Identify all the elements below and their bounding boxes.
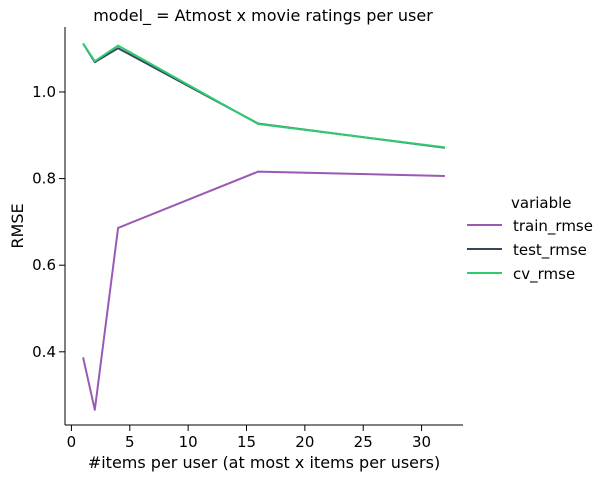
- x-tick-label: 25: [354, 433, 373, 451]
- legend-label-test_rmse: test_rmse: [513, 241, 587, 260]
- y-tick-label: 0.8: [32, 170, 56, 188]
- y-axis-ticks: 0.4 0.6 0.8 1.0: [32, 83, 65, 361]
- x-tick-label: 15: [237, 433, 256, 451]
- y-tick-label: 0.4: [32, 343, 56, 361]
- series-line-test_rmse: [82, 42, 446, 149]
- x-axis-label: #items per user (at most x items per use…: [88, 453, 440, 472]
- x-tick-label: 20: [295, 433, 314, 451]
- legend: variable train_rmse test_rmse cv_rmse: [467, 194, 593, 284]
- series-line-train_rmse: [82, 170, 445, 411]
- chart-title: model_ = Atmost x movie ratings per user: [93, 6, 433, 26]
- plot-lines: [82, 42, 446, 411]
- y-tick-label: 1.0: [32, 83, 56, 101]
- legend-label-cv_rmse: cv_rmse: [513, 265, 575, 284]
- x-tick-label: 30: [412, 433, 431, 451]
- legend-title: variable: [511, 194, 572, 212]
- x-tick-label: 10: [179, 433, 198, 451]
- series-line-cv_rmse: [82, 42, 446, 149]
- x-tick-label: 5: [125, 433, 135, 451]
- legend-label-train_rmse: train_rmse: [513, 217, 593, 236]
- y-axis-label: RMSE: [8, 203, 27, 248]
- x-tick-label: 0: [67, 433, 77, 451]
- y-tick-label: 0.6: [32, 256, 56, 274]
- x-axis-ticks: 0 5 10 15 20 25 30: [67, 425, 431, 451]
